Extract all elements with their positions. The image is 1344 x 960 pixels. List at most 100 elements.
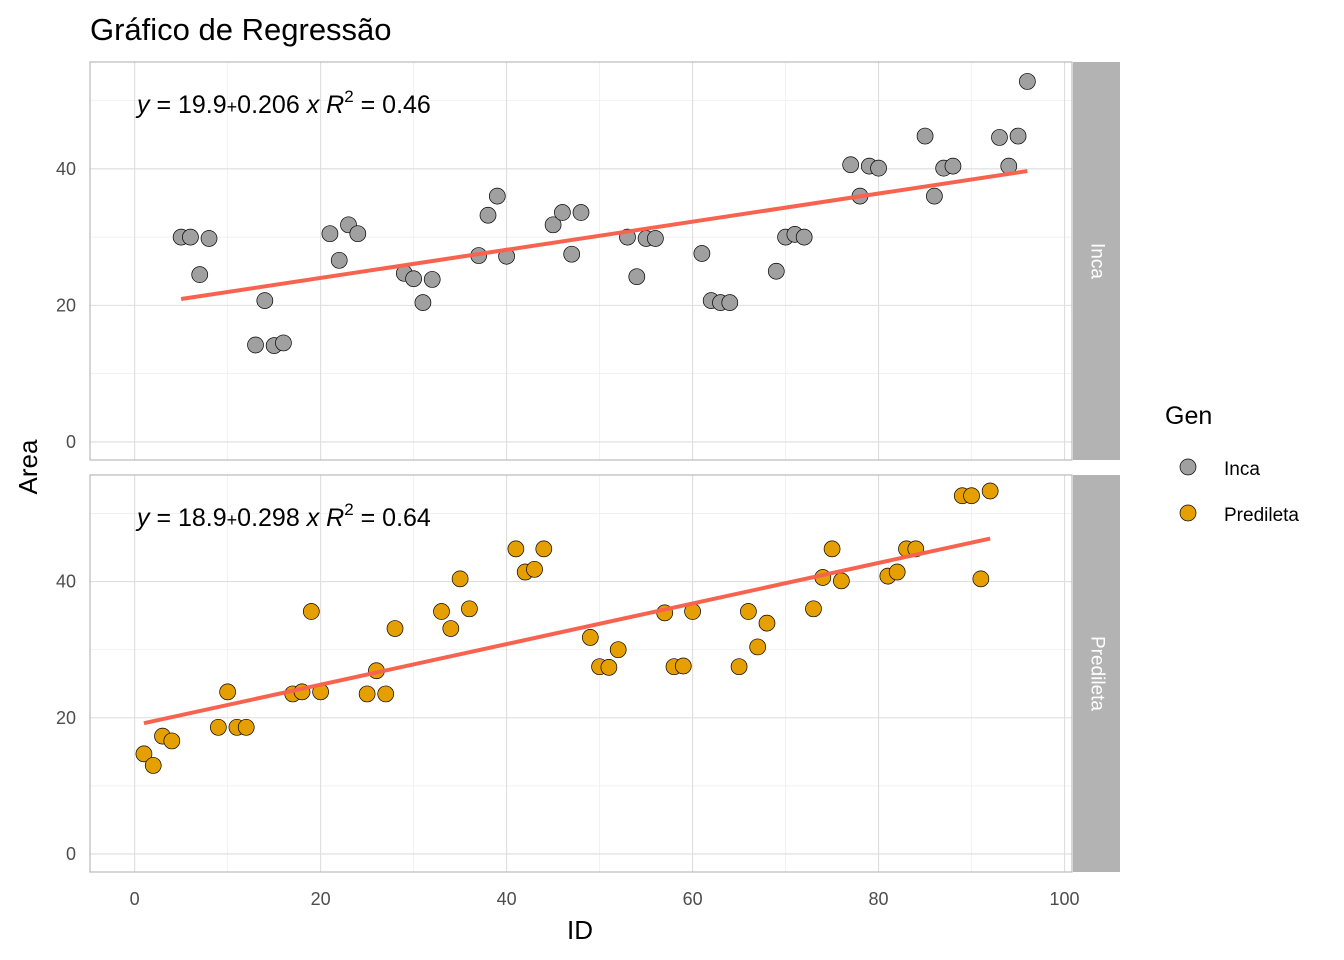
data-point bbox=[963, 487, 980, 505]
x-axis-ticks: 0 20 40 60 80 100 bbox=[130, 889, 1080, 909]
data-point bbox=[507, 540, 525, 558]
data-point bbox=[870, 159, 887, 177]
data-point bbox=[330, 251, 348, 269]
data-point bbox=[191, 266, 209, 284]
data-point bbox=[693, 245, 711, 262]
panel-border bbox=[89, 61, 1073, 461]
data-point bbox=[442, 620, 460, 637]
data-point bbox=[479, 206, 497, 224]
x-tick-label: 40 bbox=[497, 889, 517, 909]
data-point bbox=[833, 572, 850, 590]
data-point bbox=[488, 187, 506, 205]
data-point bbox=[535, 540, 553, 558]
data-point bbox=[600, 659, 618, 676]
data-point bbox=[200, 230, 218, 247]
panel-predileta: 0 20 40 Predileta y = 18.9+0.298 x R2 = 0.64 bbox=[56, 474, 1120, 873]
legend: Gen Inca Predileta bbox=[1165, 402, 1299, 526]
data-point bbox=[526, 560, 543, 578]
legend-label-inca: Inca bbox=[1224, 459, 1260, 480]
data-point bbox=[256, 292, 274, 309]
y-tick-label: 0 bbox=[66, 432, 76, 452]
data-point bbox=[795, 228, 813, 246]
data-point bbox=[405, 270, 422, 288]
data-point bbox=[349, 225, 367, 243]
data-point bbox=[219, 683, 236, 701]
facet-strip-label: Inca bbox=[1086, 243, 1107, 279]
data-point bbox=[163, 732, 181, 750]
x-tick-label: 100 bbox=[1050, 889, 1080, 909]
y-tick-label: 40 bbox=[56, 572, 76, 592]
data-point bbox=[377, 685, 395, 703]
facet-strip-label: Predileta bbox=[1086, 636, 1107, 711]
data-point bbox=[414, 294, 432, 311]
data-point bbox=[740, 603, 757, 620]
x-axis-title: ID bbox=[567, 915, 593, 945]
data-point bbox=[730, 658, 748, 676]
data-point bbox=[916, 127, 934, 145]
data-point bbox=[433, 603, 450, 620]
data-point bbox=[767, 262, 785, 280]
data-point bbox=[544, 216, 562, 234]
data-point bbox=[926, 187, 943, 205]
data-point bbox=[247, 336, 264, 354]
data-point bbox=[386, 620, 404, 637]
data-point bbox=[275, 334, 292, 352]
data-point bbox=[888, 563, 906, 581]
data-point bbox=[758, 614, 776, 632]
data-point bbox=[674, 657, 692, 675]
y-tick-label: 0 bbox=[66, 844, 76, 864]
regression-equation: y = 18.9+0.298 x R2 = 0.64 bbox=[135, 500, 431, 532]
data-point bbox=[981, 482, 999, 500]
data-point bbox=[842, 156, 860, 174]
data-point bbox=[554, 204, 571, 221]
data-point bbox=[451, 570, 469, 588]
data-point bbox=[358, 685, 376, 703]
regression-equation: y = 19.9+0.206 x R2 = 0.46 bbox=[135, 87, 431, 119]
data-point bbox=[135, 745, 153, 763]
data-point bbox=[321, 225, 339, 243]
facet-strip-predileta bbox=[1073, 475, 1120, 872]
y-tick-label: 20 bbox=[56, 708, 76, 728]
y-tick-label: 40 bbox=[56, 159, 76, 179]
legend-title: Gen bbox=[1165, 402, 1212, 430]
data-point bbox=[749, 638, 767, 656]
data-point bbox=[461, 600, 478, 618]
y-axis-title: Area bbox=[13, 439, 43, 494]
data-point bbox=[721, 294, 739, 311]
data-point bbox=[302, 603, 320, 620]
data-point bbox=[572, 204, 590, 221]
data-point bbox=[805, 600, 822, 618]
data-point bbox=[209, 718, 227, 736]
regression-line bbox=[180, 169, 1028, 302]
x-tick-label: 0 bbox=[130, 889, 140, 909]
data-point bbox=[1009, 127, 1027, 145]
chart-title: Gráfico de Regressão bbox=[90, 12, 392, 47]
panel-border bbox=[89, 474, 1073, 873]
data-point bbox=[944, 157, 962, 175]
data-point bbox=[609, 641, 627, 659]
data-point bbox=[423, 271, 441, 288]
regression-line bbox=[143, 536, 991, 726]
x-tick-label: 60 bbox=[683, 889, 703, 909]
data-point bbox=[581, 629, 599, 646]
legend-label-predileta: Predileta bbox=[1224, 505, 1299, 526]
data-point bbox=[144, 757, 162, 774]
legend-key-predileta bbox=[1179, 504, 1197, 522]
data-point bbox=[563, 245, 581, 263]
facet-panels: 0 20 40 Inca y = 19.9+0.206 x R2 = 0.46 0 20 40… bbox=[56, 61, 1120, 873]
data-point bbox=[182, 228, 199, 246]
y-tick-label: 20 bbox=[56, 295, 76, 315]
data-point bbox=[647, 230, 664, 247]
panel-inca: 0 20 40 Inca y = 19.9+0.206 x R2 = 0.46 bbox=[56, 61, 1120, 461]
data-point bbox=[237, 718, 255, 736]
x-tick-label: 20 bbox=[311, 889, 331, 909]
legend-key-inca bbox=[1179, 458, 1197, 476]
data-point bbox=[991, 129, 1008, 146]
facet-strip-inca bbox=[1073, 62, 1120, 460]
data-point bbox=[972, 570, 990, 588]
data-point bbox=[823, 540, 841, 558]
data-point bbox=[1019, 73, 1036, 90]
x-tick-label: 80 bbox=[869, 889, 889, 909]
